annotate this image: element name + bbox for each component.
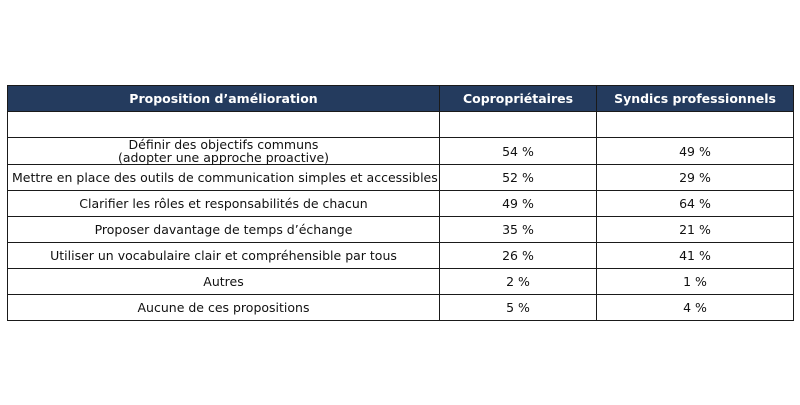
syndics-value: 29 %	[596, 164, 794, 191]
syndics-value: 41 %	[596, 242, 794, 269]
table-row: Proposer davantage de temps d’échange 35…	[7, 216, 794, 243]
coproprietaires-value: 49 %	[439, 190, 597, 217]
row-label-cell: Autres	[7, 268, 440, 295]
coproprietaires-value: 5 %	[439, 294, 597, 321]
row-label-cell: Aucune de ces propositions	[7, 294, 440, 321]
coproprietaires-value: 52 %	[439, 164, 597, 191]
syndics-value: 49 %	[596, 137, 794, 165]
table-body: Définir des objectifs communs (adopter u…	[7, 111, 794, 321]
coproprietaires-value: 26 %	[439, 242, 597, 269]
table-row: Mettre en place des outils de communicat…	[7, 164, 794, 191]
survey-table-container: Proposition d’amélioration Copropriétair…	[7, 85, 794, 321]
syndics-value: 4 %	[596, 294, 794, 321]
row-label-cell: Utiliser un vocabulaire clair et compréh…	[7, 242, 440, 269]
row-label-cell: Proposer davantage de temps d’échange	[7, 216, 440, 243]
table-row: Clarifier les rôles et responsabilités d…	[7, 190, 794, 217]
row-label-cell	[7, 111, 440, 138]
table-header: Proposition d’amélioration Copropriétair…	[7, 85, 794, 112]
column-header-proposition: Proposition d’amélioration	[7, 85, 440, 112]
table-row: Autres 2 % 1 %	[7, 268, 794, 295]
coproprietaires-value	[439, 111, 597, 138]
column-header-coproprietaires: Copropriétaires	[439, 85, 597, 112]
coproprietaires-value: 35 %	[439, 216, 597, 243]
table-row	[7, 111, 794, 138]
syndics-value: 1 %	[596, 268, 794, 295]
table-row: Définir des objectifs communs (adopter u…	[7, 137, 794, 165]
column-header-syndics: Syndics professionnels	[596, 85, 794, 112]
row-label-cell: Définir des objectifs communs (adopter u…	[7, 137, 440, 165]
header-row: Proposition d’amélioration Copropriétair…	[7, 85, 794, 112]
row-label-line: (adopter une approche proactive)	[117, 150, 330, 165]
syndics-value: 21 %	[596, 216, 794, 243]
row-label-line: Définir des objectifs communs	[128, 137, 319, 152]
row-label-cell: Mettre en place des outils de communicat…	[7, 164, 440, 191]
coproprietaires-value: 2 %	[439, 268, 597, 295]
row-label-cell: Clarifier les rôles et responsabilités d…	[7, 190, 440, 217]
table-row: Aucune de ces propositions 5 % 4 %	[7, 294, 794, 321]
syndics-value	[596, 111, 794, 138]
coproprietaires-value: 54 %	[439, 137, 597, 165]
syndics-value: 64 %	[596, 190, 794, 217]
survey-table: Proposition d’amélioration Copropriétair…	[7, 85, 794, 321]
table-row: Utiliser un vocabulaire clair et compréh…	[7, 242, 794, 269]
